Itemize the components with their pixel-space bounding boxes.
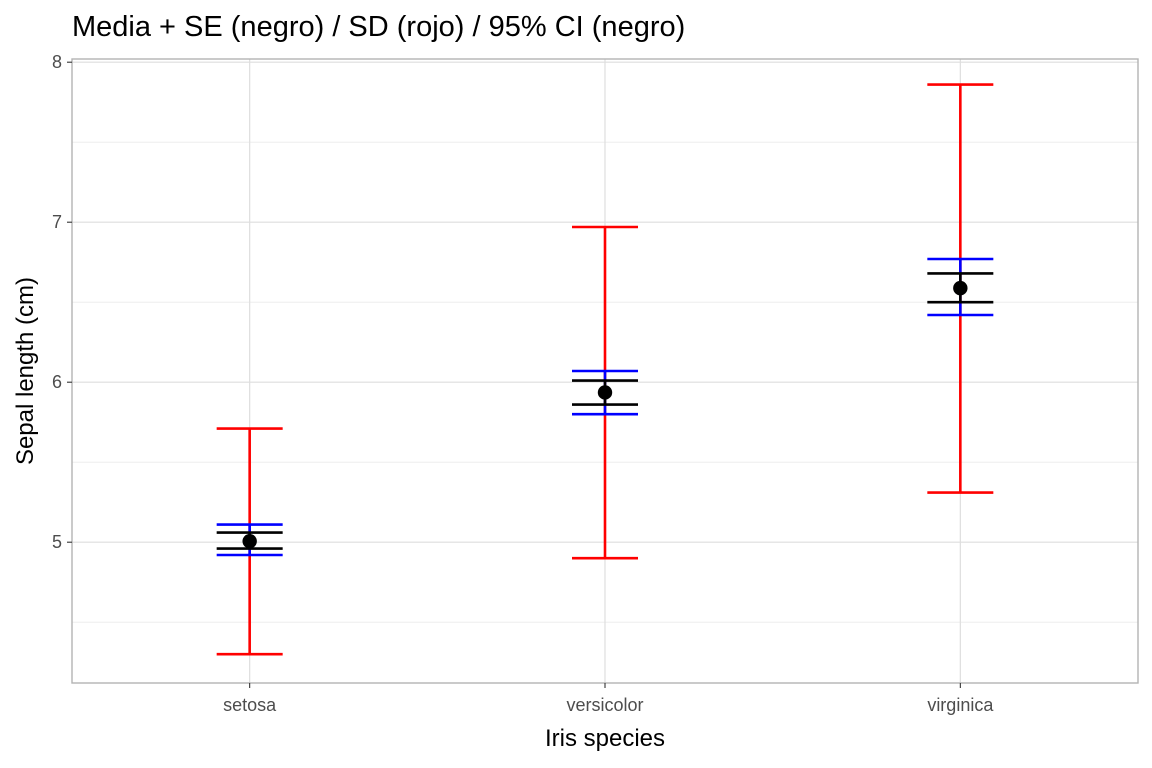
y-tick-label: 7 — [52, 212, 62, 232]
mean-point — [242, 534, 257, 549]
x-tick-label: virginica — [927, 695, 994, 715]
chart-title: Media + SE (negro) / SD (rojo) / 95% CI … — [72, 11, 685, 43]
mean-point — [953, 280, 968, 296]
x-axis-title: Iris species — [545, 725, 665, 752]
y-tick-label: 6 — [52, 372, 62, 392]
x-tick-label: setosa — [223, 695, 277, 715]
x-tick-label: versicolor — [566, 695, 643, 715]
y-tick-label: 8 — [52, 52, 62, 72]
mean-point — [597, 385, 613, 400]
y-tick-labels: 5 6 7 8 — [52, 52, 72, 552]
y-tick-label: 5 — [52, 532, 62, 552]
y-axis-title: Sepal length (cm) — [12, 277, 39, 465]
marks-layer — [216, 83, 994, 656]
x-tick-labels: setosa versicolor virginica — [223, 683, 994, 715]
